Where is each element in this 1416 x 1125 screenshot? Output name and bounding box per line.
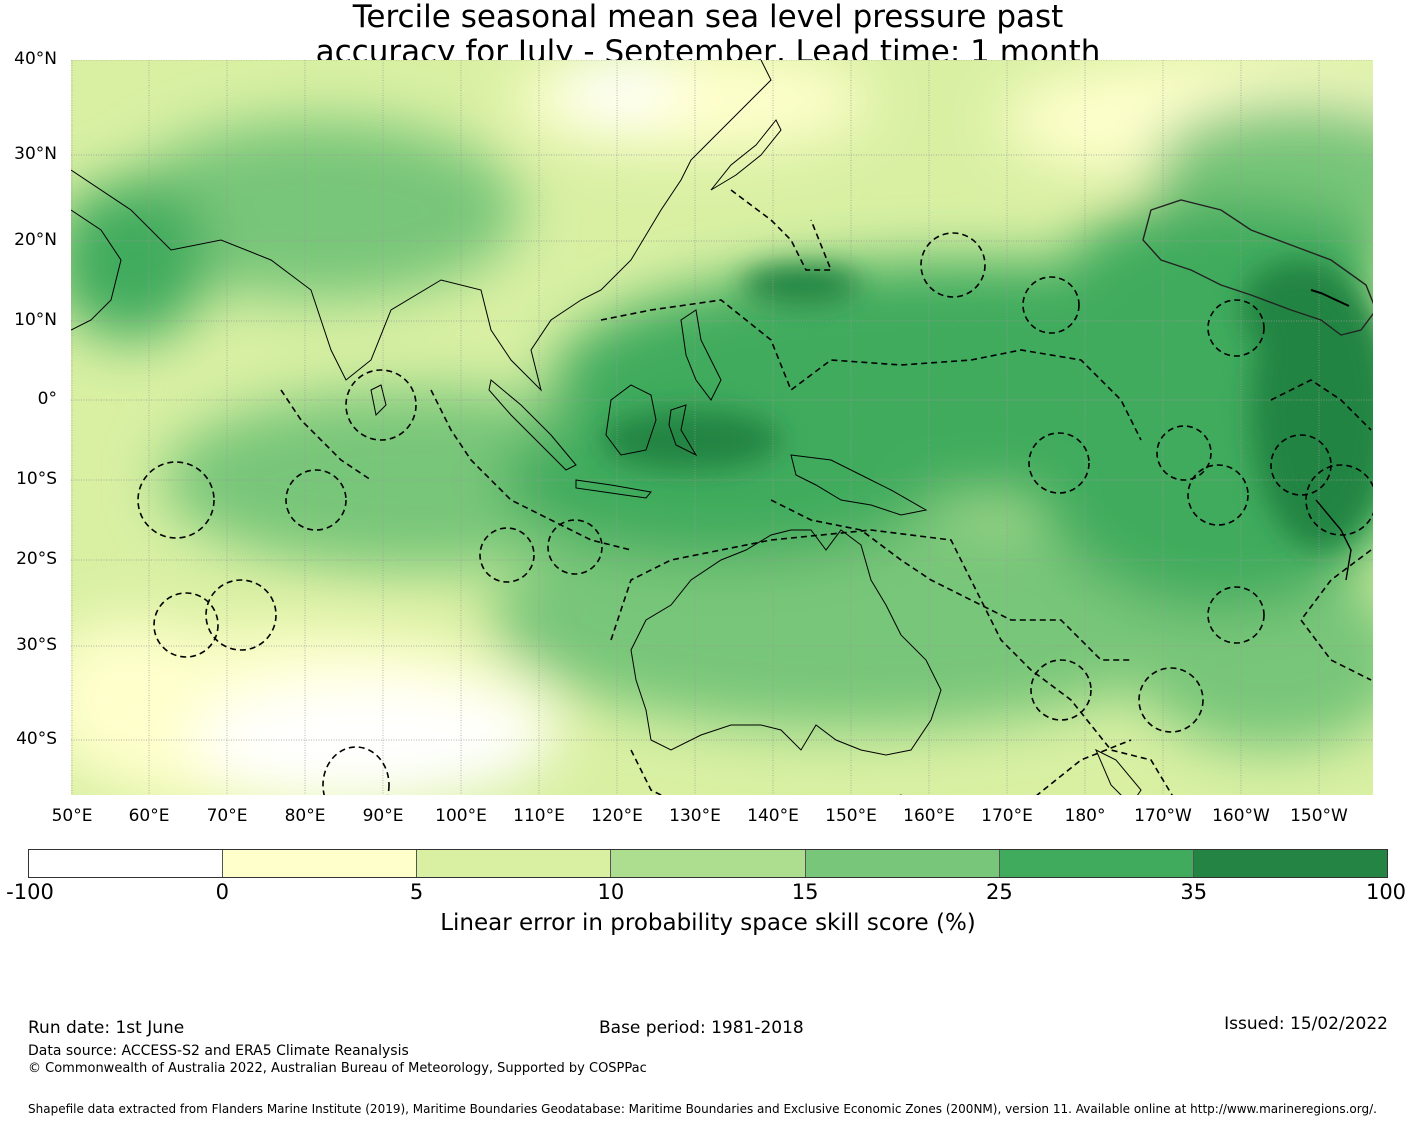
colorbar-tick-label: 5	[409, 880, 424, 904]
lon-label: 60°E	[128, 806, 170, 826]
coast-java	[575, 479, 652, 499]
lon-label: 170°E	[981, 806, 1033, 826]
coast-sulawesi	[668, 404, 698, 457]
issued-date: Issued: 15/02/2022	[1224, 1014, 1388, 1034]
lon-label: 140°E	[747, 806, 799, 826]
colorbar-tick-label: 35	[1180, 880, 1208, 904]
lon-label: 150°W	[1290, 806, 1348, 826]
lat-label: 30°N	[14, 144, 57, 164]
coast-new-zealand	[1095, 748, 1142, 795]
coast-indochina	[71, 60, 772, 392]
colorbar-label: Linear error in probability space skill …	[440, 910, 976, 936]
base-period: Base period: 1981-2018	[599, 1018, 804, 1038]
coast-sri-lanka	[370, 384, 387, 417]
lat-label: 20°N	[14, 230, 57, 250]
eez-boundaries	[137, 189, 1373, 795]
shapefile-credit: Shapefile data extracted from Flanders M…	[28, 1102, 1377, 1116]
lat-label: 0°	[37, 389, 57, 409]
hawaii-eez	[1142, 199, 1373, 336]
colorbar-segment	[999, 850, 1194, 877]
colorbar	[28, 849, 1388, 878]
colorbar-segment	[223, 850, 418, 877]
coast-borneo	[605, 384, 657, 456]
coast-hawaii	[1310, 289, 1350, 307]
eez-solid-boundary	[1315, 499, 1352, 581]
lat-label: 40°N	[14, 49, 57, 69]
coast-japan	[710, 119, 782, 191]
colorbar-tick-label: -100	[6, 880, 54, 904]
data-source: Data source: ACCESS-S2 and ERA5 Climate …	[28, 1043, 409, 1059]
lon-label: 170°W	[1134, 806, 1192, 826]
colorbar-tick-label: 25	[986, 880, 1013, 904]
colorbar-segment	[611, 850, 806, 877]
lat-label: 10°N	[14, 310, 57, 330]
coast-sumatra	[488, 379, 577, 471]
skill-map	[71, 60, 1373, 795]
coast-australia	[630, 529, 942, 756]
coast-arabia	[71, 209, 122, 331]
lon-label: 100°E	[435, 806, 487, 826]
coast-new-guinea	[790, 454, 928, 516]
coastlines	[71, 60, 1350, 795]
lon-label: 180°	[1064, 806, 1106, 826]
map-title: Tercile seasonal mean sea level pressure…	[0, 0, 1416, 70]
coast-philippines	[680, 309, 722, 401]
map-title-line1: Tercile seasonal mean sea level pressure…	[352, 0, 1064, 35]
colorbar-tick-label: 10	[597, 880, 625, 904]
lon-label: 150°E	[825, 806, 877, 826]
lon-label: 160°W	[1212, 806, 1270, 826]
colorbar-segment	[417, 850, 612, 877]
lat-label: 20°S	[16, 549, 57, 569]
lon-label: 50°E	[51, 806, 93, 826]
skill-map-canvas	[71, 60, 1373, 795]
lon-label: 80°E	[284, 806, 326, 826]
lat-label: 30°S	[16, 635, 57, 655]
lat-label: 10°S	[16, 469, 57, 489]
colorbar-segment	[29, 850, 224, 877]
lon-label: 110°E	[513, 806, 565, 826]
colorbar-tick-label: 15	[791, 880, 819, 904]
copyright: © Commonwealth of Australia 2022, Austra…	[28, 1061, 647, 1076]
colorbar-tick-label: 100	[1365, 880, 1407, 904]
colorbar-tick-label: 0	[215, 880, 229, 904]
lat-label: 40°S	[16, 729, 57, 749]
run-date: Run date: 1st June	[28, 1018, 185, 1038]
lon-label: 160°E	[903, 806, 955, 826]
colorbar-segment	[805, 850, 1000, 877]
lon-label: 70°E	[206, 806, 248, 826]
lon-label: 130°E	[669, 806, 721, 826]
lon-label: 120°E	[591, 806, 643, 826]
colorbar-segment	[1193, 850, 1387, 877]
lon-label: 90°E	[362, 806, 404, 826]
